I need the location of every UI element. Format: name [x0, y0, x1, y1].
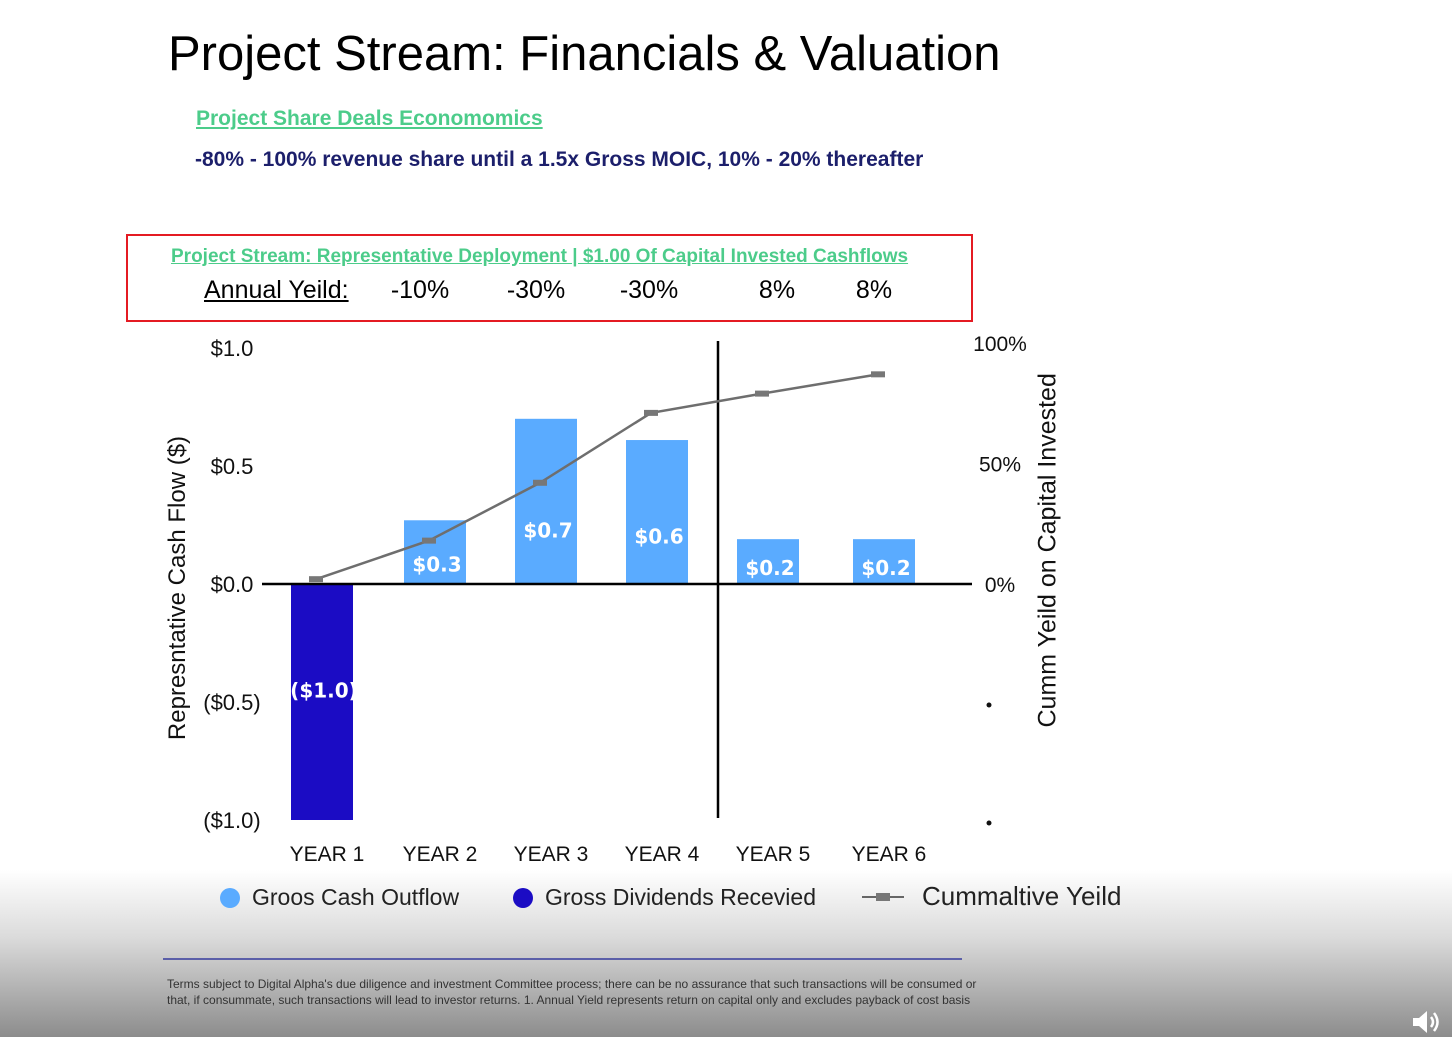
bar	[626, 440, 688, 584]
annual-yield-value: -30%	[619, 276, 679, 304]
bar-data-label: $0.2	[745, 556, 794, 580]
bar	[404, 520, 466, 584]
cumulative-yield-marker	[533, 479, 547, 486]
x-tick-label: YEAR 3	[514, 843, 589, 866]
chart-title: Project Stream: Representative Deploymen…	[171, 246, 909, 267]
x-tick-label: YEAR 4	[625, 843, 700, 866]
y2-minor-dot	[986, 702, 992, 708]
legend-label: Cummaltive Yeild	[922, 881, 1122, 911]
y2-minor-dot	[986, 820, 992, 826]
y-tick-label: $0.5	[211, 454, 254, 479]
y-tick-label: ($0.5)	[203, 690, 260, 715]
legend-item-outflow: Groos Cash Outflow	[220, 884, 459, 911]
y-tick-label: $1.0	[211, 336, 254, 361]
bar-data-label: $0.7	[523, 519, 572, 543]
legend-item-dividends: Gross Dividends Recevied	[513, 884, 816, 911]
bar-data-label: ($1.0)	[290, 678, 358, 702]
y2-tick-label: 0%	[985, 574, 1015, 597]
annual-yield-value: 8%	[758, 276, 796, 304]
bar	[737, 539, 799, 584]
y-tick-label: ($1.0)	[203, 808, 260, 833]
y2-tick-label: 100%	[973, 333, 1027, 356]
annual-yield-label: Annual Yeild:	[204, 276, 349, 304]
annual-yield-value: -10%	[390, 276, 450, 304]
legend-item-cumulative-yield: Cummaltive Yeild	[862, 881, 1121, 912]
bar-data-label: $0.2	[861, 556, 910, 580]
y2-tick-label: 50%	[979, 454, 1021, 477]
cumulative-yield-marker	[755, 390, 769, 397]
cumulative-yield-line	[315, 373, 879, 581]
deal-economics-description: -80% - 100% revenue share until a 1.5x G…	[195, 148, 924, 171]
legend-swatch	[513, 887, 533, 908]
highlight-box	[126, 234, 973, 322]
x-tick-label: YEAR 5	[736, 843, 811, 866]
cumulative-yield-marker	[871, 371, 885, 378]
bottom-shadow	[0, 870, 1452, 1037]
annual-yield-value: -30%	[506, 276, 566, 304]
footnote: Terms subject to Digital Alpha's due dil…	[167, 977, 977, 1007]
bar	[853, 539, 915, 584]
bar	[291, 584, 353, 820]
bar-data-label: $0.6	[634, 525, 683, 549]
page-title: Project Stream: Financials & Valuation	[168, 27, 1001, 81]
legend-swatch	[220, 887, 240, 908]
y-tick-label: $0.0	[211, 572, 254, 597]
x-tick-label: YEAR 6	[852, 843, 927, 866]
bar	[515, 418, 577, 584]
bar-data-label: $0.3	[412, 552, 461, 576]
legend-label: Groos Cash Outflow	[252, 884, 460, 910]
legend-label: Gross Dividends Recevied	[545, 884, 817, 910]
legend-line-swatch	[862, 887, 904, 907]
cumulative-yield-marker	[422, 537, 436, 544]
speaker-icon[interactable]	[1410, 1008, 1442, 1036]
deal-economics-link[interactable]: Project Share Deals Economomics	[196, 107, 543, 130]
x-tick-label: YEAR 2	[403, 843, 478, 866]
annual-yield-value: 8%	[855, 276, 893, 304]
x-tick-label: YEAR 1	[290, 843, 365, 866]
footnote-divider	[163, 958, 962, 960]
cumulative-yield-marker	[644, 409, 658, 416]
cumulative-yield-marker	[309, 576, 323, 583]
